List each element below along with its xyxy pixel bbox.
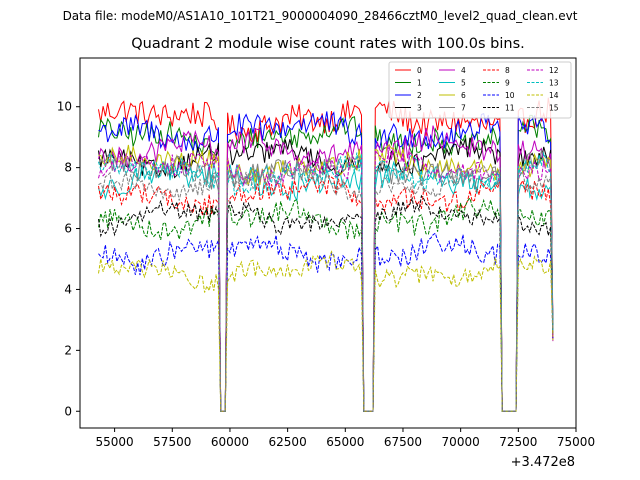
legend-label-12: 12 [549, 66, 559, 75]
series-line-2 [98, 111, 554, 412]
legend-label-1: 1 [417, 79, 422, 88]
x-tick-label: 65000 [326, 435, 364, 449]
series-line-13 [98, 151, 554, 412]
y-tick-label: 0 [64, 404, 72, 418]
legend-label-5: 5 [461, 79, 466, 88]
y-tick-label: 2 [64, 343, 72, 357]
legend-label-6: 6 [461, 91, 466, 100]
legend-label-4: 4 [461, 66, 466, 75]
x-tick-label: 67500 [384, 435, 422, 449]
series-line-4 [98, 125, 554, 412]
legend-box [388, 61, 572, 119]
x-axis: 55000 57500 60000 62500 65000 67500 70000 72500… [96, 428, 595, 449]
series-group [98, 97, 554, 412]
legend-label-10: 10 [505, 91, 515, 100]
legend-label-9: 9 [505, 79, 510, 88]
legend-label-0: 0 [417, 66, 422, 75]
legend-label-3: 3 [417, 104, 422, 113]
legend-label-15: 15 [549, 104, 559, 113]
y-tick-label: 10 [57, 100, 72, 114]
series-line-7 [98, 149, 554, 412]
y-tick-label: 8 [64, 161, 72, 175]
x-tick-label: 70000 [442, 435, 480, 449]
y-axis: 0 2 4 6 8 10 [57, 100, 80, 418]
legend-label-13: 13 [549, 79, 559, 88]
x-tick-label: 60000 [211, 435, 249, 449]
series-line-11 [98, 194, 554, 412]
y-tick-label: 4 [64, 282, 72, 296]
figure-suptitle: Data file: modeM0/AS1A10_101T21_90000040… [63, 9, 578, 23]
y-tick-label: 6 [64, 222, 72, 236]
chart-title: Quadrant 2 module wise count rates with … [131, 36, 525, 52]
legend-label-14: 14 [549, 91, 559, 100]
x-tick-label: 55000 [96, 435, 134, 449]
x-tick-label: 72500 [499, 435, 537, 449]
x-tick-label: 57500 [153, 435, 191, 449]
series-line-12 [98, 145, 554, 412]
legend-label-7: 7 [461, 104, 466, 113]
legend-label-8: 8 [505, 66, 510, 75]
series-line-14 [98, 250, 554, 412]
x-tick-label: 62500 [269, 435, 307, 449]
series-line-0 [98, 97, 554, 412]
legend-label-11: 11 [505, 104, 515, 113]
legend-label-2: 2 [417, 91, 422, 100]
x-offset-label: +3.472e8 [511, 455, 575, 470]
x-tick-label: 75000 [557, 435, 595, 449]
series-line-15 [98, 163, 554, 412]
axes-frame [79, 57, 577, 429]
